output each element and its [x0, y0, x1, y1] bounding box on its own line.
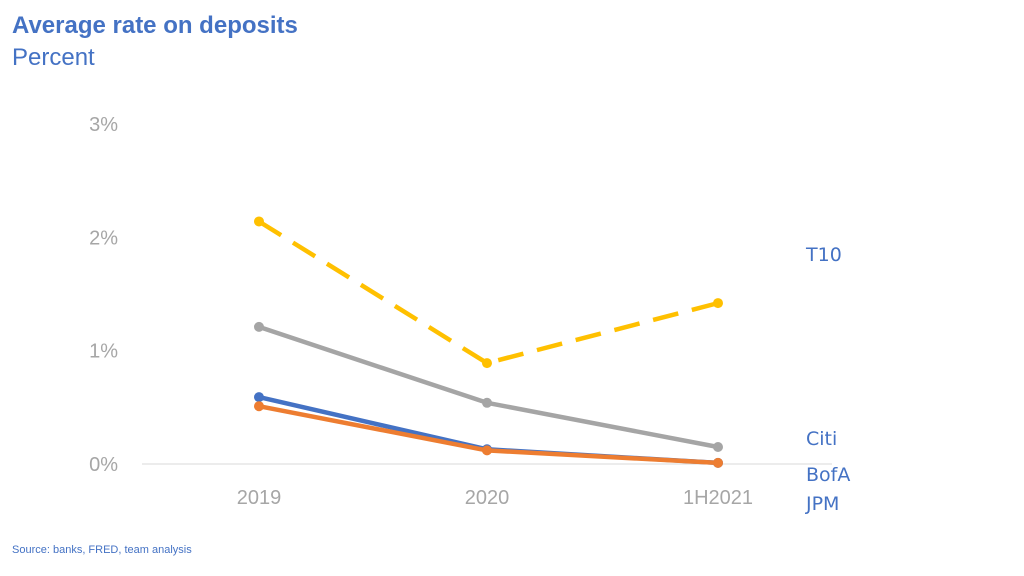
x-tick-label: 2019 [237, 487, 282, 509]
series-label-jpm: JPM [805, 493, 839, 515]
data-point-jpm [713, 457, 723, 468]
series-line-t10 [257, 219, 719, 366]
data-point-bofa [254, 392, 264, 403]
data-point-citi [713, 442, 723, 452]
chart-subtitle: Percent [12, 44, 95, 71]
series-label-bofa: BofA [806, 464, 850, 486]
data-point-t10 [254, 216, 264, 227]
x-tick-label: 1H2021 [683, 487, 753, 509]
y-tick-label: 2% [89, 227, 118, 249]
data-point-citi [482, 397, 492, 408]
chart-title: Average rate on deposits [12, 12, 298, 39]
series-label-citi: Citi [806, 428, 837, 450]
data-point-t10 [713, 298, 723, 309]
x-tick-label: 2020 [465, 487, 510, 509]
y-tick-label: 1% [89, 341, 118, 363]
series-label-t10: T10 [805, 244, 842, 266]
data-point-jpm [482, 445, 492, 456]
series-line-citi [256, 324, 721, 450]
data-point-citi [254, 321, 264, 332]
data-point-t10 [482, 358, 492, 369]
source-note: Source: banks, FRED, team analysis [12, 544, 192, 556]
y-tick-label: 0% [89, 454, 118, 476]
data-point-jpm [254, 401, 264, 412]
y-tick-label: 3% [89, 114, 118, 136]
